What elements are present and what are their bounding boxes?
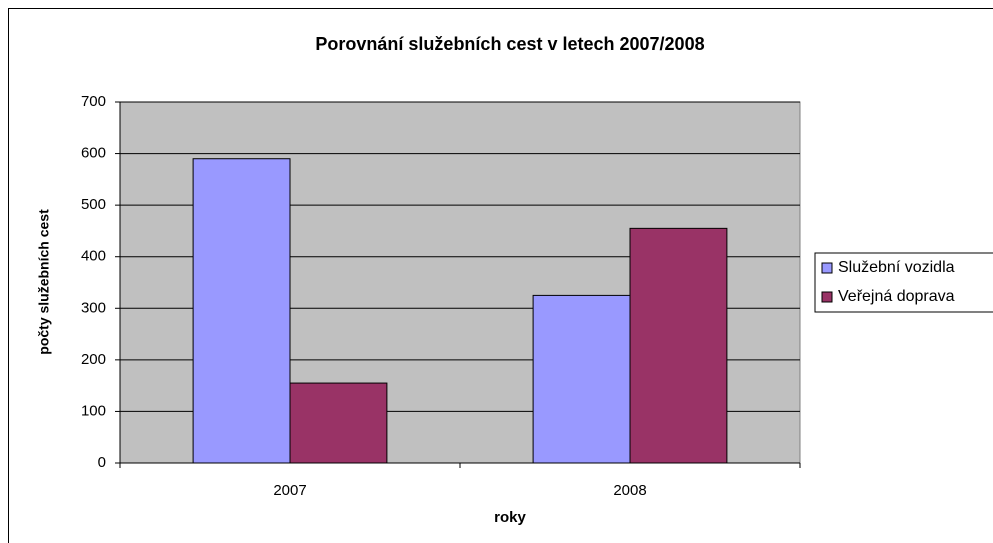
- legend-swatch: [821, 262, 833, 274]
- legend-label: Služební vozidla: [838, 259, 955, 276]
- y-tick-label: 0: [98, 454, 106, 471]
- y-tick-label: 200: [81, 351, 106, 368]
- chart-title: Porovnání služebních cest v letech 2007/…: [315, 34, 704, 54]
- bar: [192, 158, 291, 464]
- legend-swatch: [821, 291, 833, 303]
- bar: [289, 382, 388, 464]
- x-axis-label: roky: [494, 509, 526, 526]
- y-axis-label: počty služebních cest: [36, 209, 52, 355]
- bar: [629, 227, 728, 464]
- legend-label: Veřejná doprava: [838, 288, 955, 305]
- y-tick-label: 100: [81, 402, 106, 419]
- x-tick-label: 2007: [273, 482, 306, 499]
- y-tick-label: 700: [81, 93, 106, 110]
- bar: [532, 294, 631, 464]
- x-tick-label: 2008: [613, 482, 646, 499]
- y-tick-label: 400: [81, 248, 106, 265]
- y-tick-label: 300: [81, 299, 106, 316]
- legend-box: [814, 252, 993, 313]
- y-tick-label: 500: [81, 196, 106, 213]
- y-tick-label: 600: [81, 145, 106, 162]
